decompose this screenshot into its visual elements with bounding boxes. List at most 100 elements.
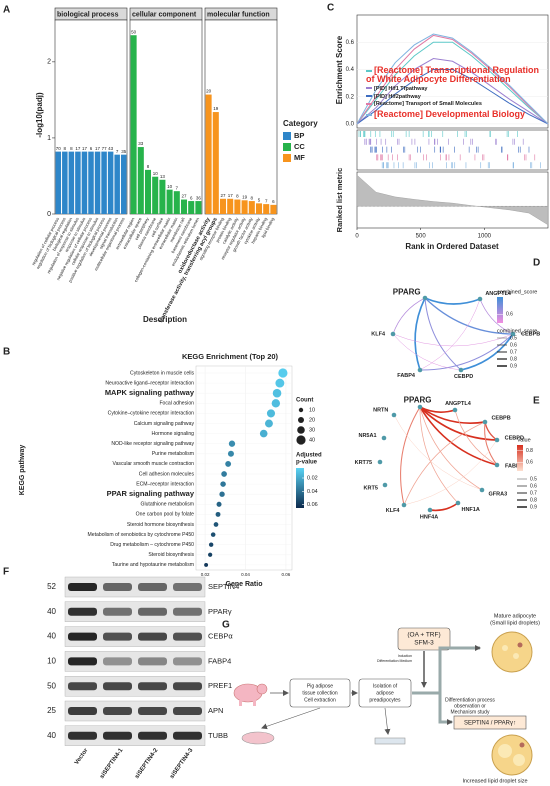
colorbar-label: 0.04 bbox=[307, 489, 318, 495]
panel-label: G bbox=[222, 620, 230, 631]
node-label: FABP4 bbox=[397, 373, 416, 379]
category-label: Neuroactive ligand–receptor interaction bbox=[105, 380, 194, 386]
facet-title: biological process bbox=[57, 11, 119, 18]
band bbox=[173, 682, 202, 691]
node-label: PPARG bbox=[393, 287, 421, 296]
node-label: HNF1A bbox=[461, 507, 479, 513]
node bbox=[452, 407, 458, 413]
protein-label: TUBB bbox=[208, 731, 228, 740]
edge bbox=[429, 502, 459, 512]
band bbox=[103, 707, 132, 715]
band bbox=[68, 607, 97, 616]
legend-marker bbox=[366, 95, 372, 98]
process-text: Differentiation process bbox=[445, 697, 495, 703]
dot bbox=[266, 409, 276, 418]
edge bbox=[484, 421, 498, 466]
x-tick-label: 1000 bbox=[478, 234, 492, 240]
width-label: 0.9 bbox=[530, 504, 537, 510]
count-label: 17 bbox=[228, 193, 234, 198]
mw-label: 40 bbox=[47, 632, 56, 641]
edge bbox=[460, 333, 514, 371]
y-tick-label: 0.6 bbox=[346, 40, 355, 46]
legend-label: 10 bbox=[309, 407, 315, 413]
arrow bbox=[384, 707, 391, 735]
band bbox=[103, 657, 132, 666]
count-label: 77 bbox=[102, 146, 108, 151]
dot bbox=[271, 399, 281, 408]
y-tick-label: 2 bbox=[47, 59, 51, 66]
pig-box bbox=[289, 678, 351, 708]
dot bbox=[259, 429, 268, 438]
legend-entry: [PID] Hif2pathway bbox=[366, 93, 546, 101]
blot-strip bbox=[64, 626, 206, 647]
band bbox=[173, 632, 202, 641]
dot bbox=[204, 562, 209, 567]
bar bbox=[101, 151, 107, 214]
edge bbox=[419, 406, 459, 504]
mature-text: Mature adipocyte bbox=[494, 613, 536, 619]
node-label: GFRA3 bbox=[489, 491, 508, 497]
box-text: Isolation of bbox=[373, 683, 398, 689]
band bbox=[68, 707, 97, 715]
bar bbox=[227, 198, 234, 214]
legend-title: Count bbox=[296, 398, 313, 404]
band bbox=[68, 682, 97, 691]
pig-head bbox=[256, 683, 268, 695]
node bbox=[391, 412, 397, 418]
legend-label: CC bbox=[294, 142, 305, 151]
legend-label: [PID] Hif2pathway bbox=[374, 93, 421, 100]
colorbar-label: 0.6 bbox=[506, 312, 513, 318]
droplet bbox=[498, 744, 512, 758]
metric-area bbox=[356, 174, 549, 226]
node-label: FABP4 bbox=[505, 463, 524, 469]
edge bbox=[414, 297, 426, 371]
chart-title: KEGG Enrichment (Top 20) bbox=[182, 352, 279, 361]
bar bbox=[205, 94, 212, 214]
bar bbox=[137, 147, 144, 214]
band bbox=[138, 632, 167, 641]
count-label: 43 bbox=[108, 146, 114, 151]
box-text: tissue collection bbox=[302, 690, 338, 696]
adipocyte bbox=[491, 734, 533, 776]
count-label: 35 bbox=[121, 149, 127, 154]
count-label: 7 bbox=[176, 185, 179, 190]
bar bbox=[75, 151, 81, 214]
category-label: Steroid biosynthesis bbox=[148, 552, 194, 558]
x-tick-label: 0 bbox=[355, 234, 359, 240]
width-label: 0.5 bbox=[510, 335, 517, 341]
edge bbox=[419, 333, 514, 371]
marker-text: SEPTIN4 / PPARγ↑ bbox=[464, 721, 516, 727]
edge bbox=[419, 406, 483, 491]
node-label: CEBPD bbox=[505, 435, 524, 441]
x-tick-label: 0.04 bbox=[241, 572, 250, 577]
node-label: NRTN bbox=[373, 407, 388, 413]
mw-label: 25 bbox=[47, 706, 56, 715]
edge bbox=[424, 297, 514, 335]
legend-label: [PID] Hif1 Tfpathway bbox=[374, 85, 428, 92]
category-label: Hormone signaling bbox=[152, 431, 195, 437]
colorbar bbox=[497, 297, 503, 323]
protein-label: PREF1 bbox=[208, 681, 232, 690]
count-label: 8 bbox=[70, 146, 73, 151]
count-label: 6 bbox=[90, 146, 93, 151]
edge bbox=[393, 414, 483, 491]
count-label: 19 bbox=[213, 106, 219, 111]
panel-label: A bbox=[3, 5, 10, 16]
edge bbox=[479, 298, 514, 335]
note-text: Induction bbox=[398, 654, 412, 658]
width-label: 0.6 bbox=[530, 483, 537, 489]
band bbox=[68, 657, 97, 666]
marker-box bbox=[453, 715, 527, 730]
node-label: HNF4A bbox=[420, 514, 438, 520]
band bbox=[103, 583, 132, 591]
bar bbox=[88, 151, 94, 214]
medium-box bbox=[397, 627, 451, 651]
edge bbox=[400, 406, 421, 506]
mature-text: (Small lipid droplets) bbox=[490, 620, 540, 626]
bar bbox=[55, 151, 62, 214]
node-label: KLF4 bbox=[371, 331, 386, 337]
count-label: 7 bbox=[265, 198, 268, 203]
pig-leg bbox=[253, 700, 256, 706]
y-tick-label: 0.2 bbox=[346, 94, 355, 100]
y-tick-label: 0.4 bbox=[346, 67, 355, 73]
